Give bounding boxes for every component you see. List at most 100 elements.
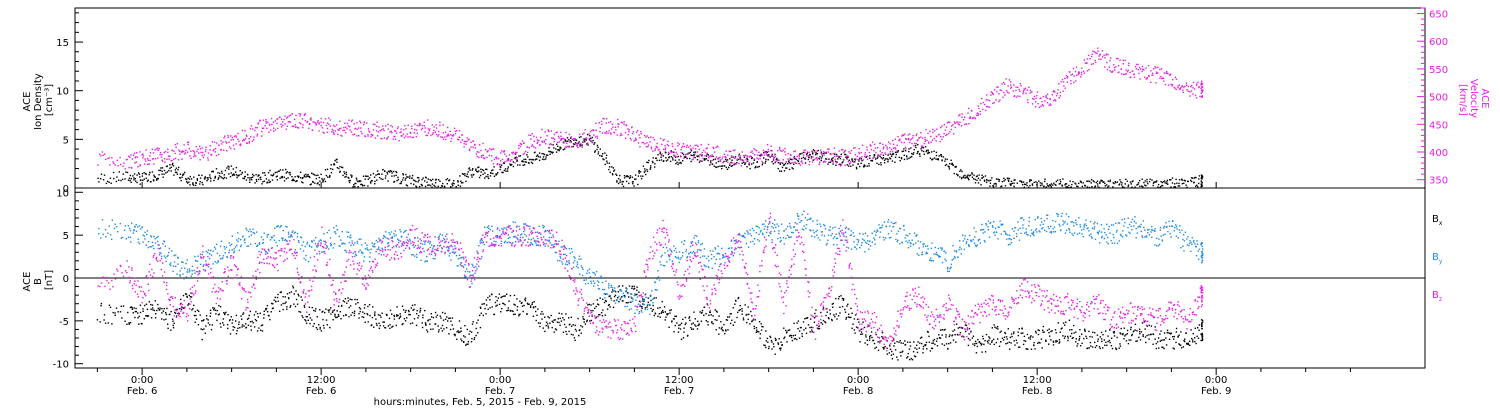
density-point-27-21 [528,158,531,161]
density-point-30-16 [570,141,572,143]
bx-point-14-8 [326,324,328,326]
velocity-point-40-2 [709,155,712,157]
by-point-1-11 [134,226,136,228]
density-point-7-13 [226,167,228,169]
density-point-2-5 [145,177,147,179]
density-point-18-6 [384,177,387,179]
velocity-point-10-13 [270,129,272,131]
bx-point-55-11 [939,329,942,331]
density-point-54-15 [927,149,929,151]
density-point-28-2 [531,162,534,165]
velocity-point-47-2 [815,157,817,160]
bx-point-7-9 [223,324,225,326]
bx-point-20-20 [424,322,427,324]
by-point-2-4 [144,238,146,240]
bx-point-62-4 [1039,342,1041,344]
velocity-point-55-1 [933,137,936,140]
bx-point-48-20 [841,297,844,300]
bx-point-65-10 [1088,330,1090,333]
density-point-56-12 [955,166,957,168]
velocity-point-64-8 [1073,81,1075,84]
density-point-71-11 [1178,182,1180,185]
bx-point-34-13 [628,296,630,298]
bx-point-31-1 [574,328,577,331]
velocity-point-8-0 [231,136,233,139]
velocity-point-66-12 [1105,54,1107,56]
velocity-point-50-4 [860,158,863,161]
velocity-point-48-5 [832,161,834,163]
density-point-73-20 [1201,182,1203,184]
bx-point-49-4 [845,318,847,320]
by-point-1-3 [129,236,132,238]
velocity-point-0-15 [117,165,119,167]
bx-point-69-16 [1152,333,1155,336]
velocity-point-4-7 [176,143,179,145]
velocity-point-18-10 [387,136,390,138]
velocity-point-71-12 [1179,87,1182,89]
bx-point-34-20 [633,288,635,290]
density-point-9-8 [251,176,254,178]
velocity-point-61-20 [1035,97,1037,100]
velocity-point-44-18 [781,161,783,164]
bx-point-57-9 [968,333,970,335]
bx-point-20-3 [411,322,414,324]
bx-point-60-15 [1018,346,1020,348]
velocity-point-1-11 [134,162,136,164]
bx-point-9-1 [247,317,250,319]
bx-point-8-17 [242,312,245,314]
bx-point-28-20 [544,316,546,318]
bx-point-32-5 [592,303,595,305]
bx-point-67-9 [1118,347,1120,349]
velocity-point-0-7 [107,157,109,160]
velocity-point-53-10 [909,133,911,135]
density-point-5-15 [196,178,198,180]
velocity-point-36-12 [656,146,659,149]
velocity-tick-label-4: 550 [1429,65,1448,76]
density-point-4-9 [178,166,180,169]
velocity-point-0-10 [111,157,113,159]
bx-point-11-10 [282,302,284,305]
velocity-point-5-12 [195,155,197,157]
velocity-point-31-7 [579,145,581,148]
density-point-55-0 [932,158,934,160]
density-point-54-19 [931,151,933,153]
density-point-21-7 [430,179,433,182]
density-point-37-1 [665,157,667,159]
velocity-point-24-12 [478,156,480,159]
density-point-57-20 [976,175,978,177]
bx-point-50-15 [868,339,871,341]
velocity-point-46-12 [806,151,809,153]
density-point-71-9 [1177,185,1179,187]
bx-point-26-3 [502,302,504,305]
velocity-point-19-13 [404,125,406,127]
velocity-point-62-15 [1046,102,1049,104]
bx-point-41-17 [734,299,737,302]
velocity-point-70-21 [1170,83,1172,86]
density-point-69-2 [1143,181,1145,184]
bx-point-64-11 [1075,331,1077,333]
density-point-3-20 [170,166,172,168]
bx-point-50-2 [860,333,862,335]
bx-point-70-19 [1168,338,1171,340]
bx-point-14-1 [322,310,324,313]
density-point-69-8 [1146,181,1148,183]
density-point-0-8 [108,181,110,183]
velocity-point-47-14 [823,151,825,153]
bx-point-14-9 [327,309,329,311]
bx-point-1-12 [135,310,137,313]
velocity-point-64-3 [1069,71,1071,73]
bx-point-3-14 [166,307,168,310]
by-point-0-8 [108,225,110,227]
velocity-point-19-0 [395,130,397,132]
density-point-47-2 [815,152,817,154]
bx-point-44-5 [771,341,773,343]
density-point-62-18 [1050,184,1052,187]
velocity-point-27-0 [515,158,517,161]
velocity-point-35-9 [640,130,642,133]
velocity-point-5-17 [199,145,201,148]
density-point-4-5 [175,167,178,169]
by-point-1-1 [127,225,130,227]
density-point-47-13 [821,155,824,157]
density-point-1-18 [139,183,141,185]
velocity-point-17-18 [377,131,380,133]
